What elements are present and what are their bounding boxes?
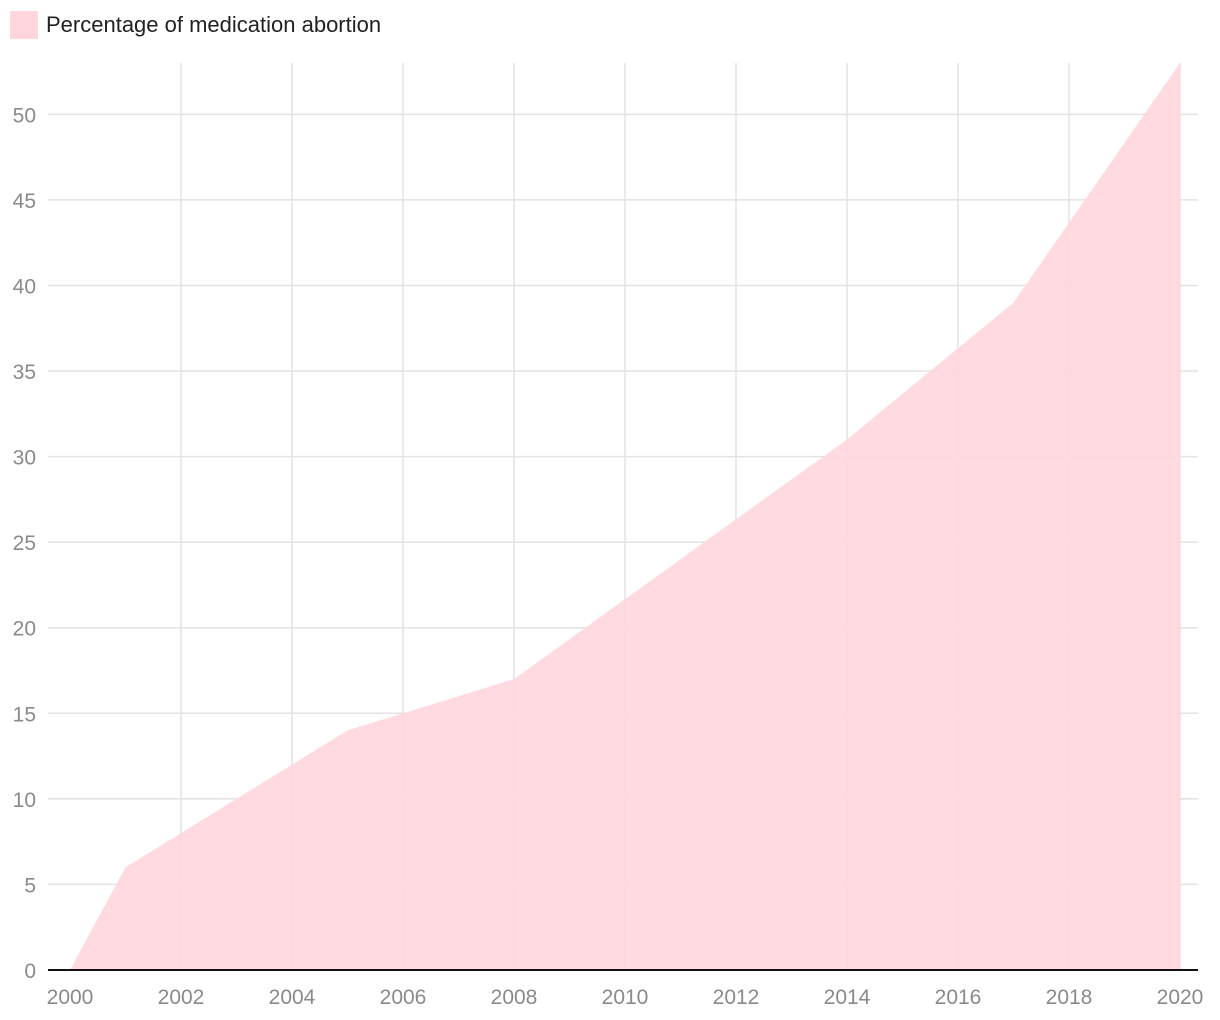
data-point (844, 436, 850, 442)
x-tick-label: 2014 (824, 986, 871, 1009)
x-tick-label: 2016 (935, 986, 982, 1009)
x-tick-label: 2006 (380, 986, 427, 1009)
x-tick-label: 2002 (158, 986, 205, 1009)
x-tick-label: 2010 (602, 986, 649, 1009)
y-tick-label: 35 (13, 361, 36, 384)
y-tick-label: 20 (13, 618, 36, 641)
legend: Percentage of medication abortion (10, 10, 381, 40)
y-tick-label: 25 (13, 532, 36, 555)
x-tick-labels: 2000 2002 2004 2006 2008 2010 2012 2014 2016 2018… (47, 986, 1204, 1009)
x-tick-label: 2008 (491, 986, 538, 1009)
y-tick-label: 5 (24, 874, 36, 897)
y-tick-label: 40 (13, 275, 36, 298)
y-tick-label: 10 (13, 789, 36, 812)
x-tick-label: 2012 (713, 986, 760, 1009)
legend-swatch (10, 11, 38, 39)
data-point (1177, 60, 1183, 66)
x-tick-label: 2000 (47, 986, 94, 1009)
x-tick-label: 2018 (1046, 986, 1093, 1009)
x-tick-label: 2020 (1157, 986, 1204, 1009)
data-point (345, 727, 351, 733)
y-tick-label: 50 (13, 104, 36, 127)
y-tick-label: 30 (13, 447, 36, 470)
series-layer (70, 60, 1183, 970)
data-point (123, 864, 129, 870)
series-area-medication-abortion (70, 63, 1180, 970)
data-point (1011, 300, 1017, 306)
y-tick-label: 0 (24, 960, 36, 983)
y-tick-label: 15 (13, 703, 36, 726)
data-point (511, 676, 517, 682)
legend-label: Percentage of medication abortion (46, 12, 382, 37)
y-tick-label: 45 (13, 190, 36, 213)
x-tick-label: 2004 (269, 986, 316, 1009)
y-tick-labels: 0 5 10 15 20 25 30 35 40 45 50 (13, 104, 36, 983)
